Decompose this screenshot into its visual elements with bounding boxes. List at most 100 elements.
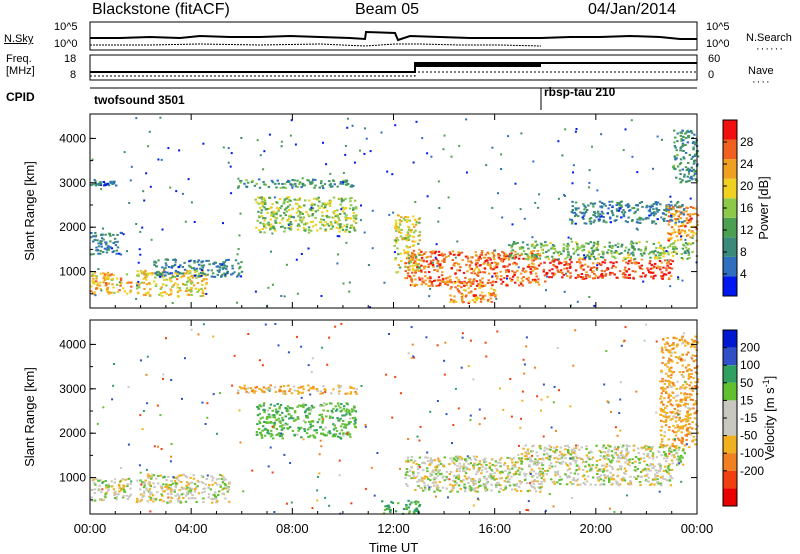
data-cell [502,265,505,268]
data-cell [275,411,278,413]
data-cell [440,274,444,277]
data-cell [279,207,282,210]
data-cell [477,257,480,260]
data-cell [641,218,645,221]
data-cell [506,265,509,268]
data-cell [689,206,693,208]
data-cell [110,480,113,483]
data-cell [677,239,680,242]
data-cell [479,257,482,260]
data-cell [672,347,676,350]
data-cell [216,273,219,276]
data-cell [287,179,290,182]
data-cell [651,463,654,466]
data-cell [534,480,538,483]
data-cell [203,490,206,493]
data-cell [293,198,296,201]
data-cell [162,490,165,493]
data-cell [640,446,643,449]
data-cell [605,463,609,466]
data-cell [584,273,588,276]
data-cell [493,464,497,467]
data-cell [452,301,455,304]
data-cell [468,485,472,488]
data-cell [109,274,112,277]
data-cell [686,243,689,246]
data-cell [434,466,437,469]
data-cell [93,179,96,181]
data-cell [481,296,485,299]
data-cell [340,403,343,405]
data-cell [507,474,510,476]
data-cell [595,464,598,467]
data-cell [662,403,665,406]
data-cell [174,486,177,489]
data-cell [263,183,266,186]
data-cell [311,180,314,183]
data-cell [344,183,348,186]
data-cell [538,472,541,475]
data-cell [180,481,183,483]
data-cell [411,245,415,247]
data-cell [148,130,151,133]
data-cell [469,260,473,263]
data-cell [149,272,152,275]
data-cell [106,246,109,249]
data-cell [99,479,102,482]
data-cell [395,239,397,242]
data-cell [397,226,400,229]
data-cell [412,477,415,480]
data-cell [289,134,292,137]
data-cell [684,405,687,408]
data-cell [537,486,540,489]
data-cell [541,251,545,254]
data-cell [403,252,406,255]
data-cell [498,257,501,260]
data-cell [325,215,329,218]
data-cell [633,469,637,472]
data-cell [273,416,277,419]
data-cell [458,291,461,294]
data-cell [681,438,684,440]
data-cell [672,438,675,441]
data-cell [462,281,466,284]
data-cell [501,280,505,283]
y-tick-label: 2000 [59,220,86,234]
data-cell [582,217,585,220]
data-cell [621,479,624,482]
data-cell [277,207,280,210]
data-cell [324,206,327,209]
data-cell [144,274,148,277]
data-cell [659,244,662,247]
data-cell [631,462,634,465]
data-cell [560,453,564,455]
data-cell [310,387,313,390]
data-cell [307,226,311,229]
data-cell [490,458,494,461]
data-cell [503,265,506,268]
data-cell [342,172,345,174]
data-cell [648,214,651,217]
data-cell [603,259,607,261]
data-cell [480,472,483,475]
data-cell [660,392,664,395]
data-cell [683,175,686,178]
data-cell [674,168,677,171]
data-cell [207,269,210,272]
data-cell [438,481,442,483]
data-cell [139,253,142,256]
data-cell [126,498,130,500]
data-cell [690,369,693,372]
data-cell [598,458,602,461]
data-cell [433,476,436,479]
data-cell [694,411,697,414]
data-cell [474,263,478,266]
data-cell [674,211,678,214]
data-cell [575,213,578,216]
data-cell [684,402,687,405]
data-cell [420,264,423,267]
data-cell [283,227,287,230]
data-cell [190,293,193,296]
data-cell [414,229,417,232]
data-cell [337,435,340,438]
